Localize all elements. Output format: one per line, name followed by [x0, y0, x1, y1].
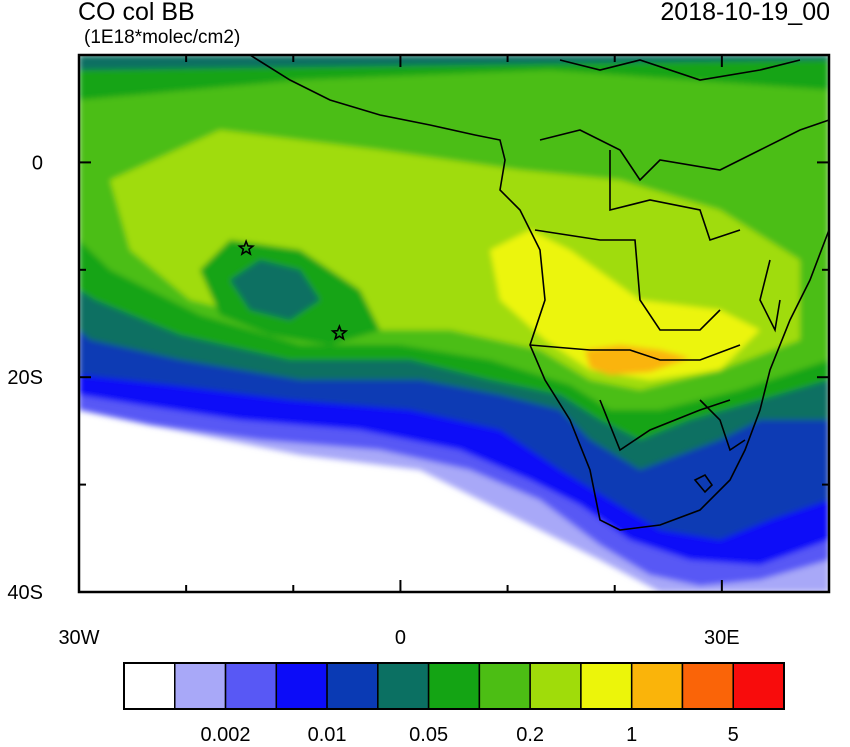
- units-label: (1E18*molec/cm2): [84, 27, 241, 48]
- coastlines: [249, 55, 829, 531]
- colorbar-label: 0.2: [516, 724, 544, 746]
- colorbar-box: [681, 662, 734, 710]
- colorbar-box: [224, 662, 278, 710]
- colorbar-label: 0.05: [409, 724, 448, 746]
- axis-ticks: 30W 0 30E 0 20S 40S: [7, 54, 830, 649]
- colorbar-label: 5: [728, 724, 739, 746]
- star-marker: [237, 239, 255, 256]
- colorbar-box: [123, 662, 176, 710]
- colorbar-label: 1: [626, 724, 637, 746]
- star-markers: [237, 239, 349, 341]
- y-tick-label: 40S: [7, 582, 43, 604]
- map-title: CO col BB: [78, 0, 195, 26]
- star-marker: [330, 323, 349, 341]
- colorbar-box: [377, 662, 430, 710]
- colorbar-label: 0.01: [308, 724, 347, 746]
- y-tick-label: 20S: [7, 367, 43, 389]
- datetime-label: 2018-10-19_00: [660, 0, 830, 26]
- colorbar-box: [275, 662, 328, 710]
- colorbar-box: [478, 662, 531, 710]
- x-tick-label: 0: [395, 627, 406, 649]
- colorbar-frame: [123, 662, 785, 710]
- y-tick-label: 0: [32, 152, 43, 174]
- x-tick-label: 30W: [58, 627, 99, 649]
- concentration-field: [79, 55, 829, 592]
- colorbar-box: [732, 662, 785, 710]
- colorbar: 0.002 0.01 0.05 0.2 1 5: [123, 662, 785, 746]
- colorbar-box: [174, 662, 227, 710]
- plot-frame: [77, 53, 831, 594]
- colorbar-box: [326, 662, 379, 710]
- x-tick-label: 30E: [704, 627, 740, 649]
- colorbar-box: [427, 662, 481, 710]
- colorbar-box: [630, 662, 684, 710]
- colorbar-box: [529, 662, 582, 710]
- colorbar-label: 0.002: [201, 724, 251, 746]
- colorbar-box: [580, 662, 633, 710]
